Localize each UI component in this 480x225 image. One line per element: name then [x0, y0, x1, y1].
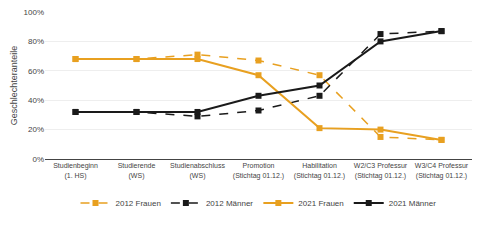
svg-text:W3/C4 Professur(Stichtag 01.12: W3/C4 Professur(Stichtag 01.12.) — [415, 162, 469, 179]
svg-text:40%: 40% — [28, 96, 44, 105]
svg-text:Studienbeginn(1. HS): Studienbeginn(1. HS) — [53, 162, 98, 179]
svg-text:Studienabschluss(WS): Studienabschluss(WS) — [170, 162, 225, 179]
svg-text:Studierende(WS): Studierende(WS) — [118, 162, 156, 179]
svg-text:80%: 80% — [28, 37, 44, 46]
svg-text:Geschlechteranteile: Geschlechteranteile — [9, 46, 19, 126]
svg-text:20%: 20% — [28, 125, 44, 134]
svg-text:2012 Männer: 2012 Männer — [206, 199, 253, 208]
svg-text:Promotion(Stichtag 01.12.): Promotion(Stichtag 01.12.) — [233, 162, 284, 179]
svg-text:100%: 100% — [24, 8, 44, 17]
svg-text:2021 Frauen: 2021 Frauen — [298, 199, 343, 208]
svg-text:2021 Männer: 2021 Männer — [389, 199, 436, 208]
svg-text:W2/C3 Professur(Stichtag 01.12: W2/C3 Professur(Stichtag 01.12.) — [354, 162, 408, 179]
svg-text:0%: 0% — [32, 155, 44, 164]
svg-text:Habilitation(Stichtag 01.12.): Habilitation(Stichtag 01.12.) — [294, 162, 345, 179]
svg-text:60%: 60% — [28, 67, 44, 76]
svg-text:2012 Frauen: 2012 Frauen — [116, 199, 161, 208]
